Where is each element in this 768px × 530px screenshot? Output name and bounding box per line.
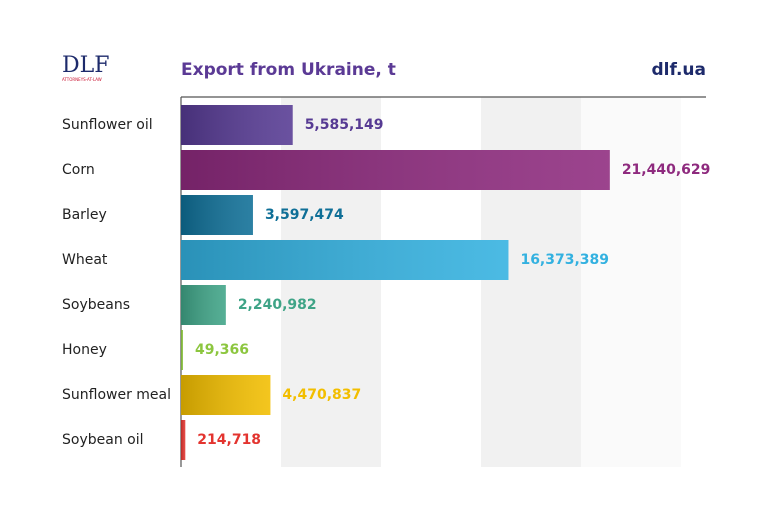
category-label: Sunflower oil: [62, 117, 153, 133]
value-label: 3,597,474: [265, 207, 344, 223]
value-label: 214,718: [197, 432, 261, 448]
bar-shade: [181, 285, 226, 325]
logo: DLF: [62, 53, 110, 78]
bar-shade: [181, 240, 509, 280]
category-label: Barley: [62, 207, 107, 223]
value-label: 5,585,149: [305, 117, 384, 133]
category-label: Sunflower meal: [62, 387, 171, 403]
bar-shade: [181, 420, 186, 460]
value-label: 16,373,389: [520, 252, 609, 268]
value-label: 4,470,837: [282, 387, 361, 403]
category-label: Honey: [62, 342, 107, 358]
bar-shade: [181, 195, 253, 235]
value-label: 49,366: [195, 342, 249, 358]
value-label: 21,440,629: [622, 162, 711, 178]
category-label: Soybean oil: [62, 432, 143, 448]
bar-shade: [181, 375, 271, 415]
logo-tagline: ATTORNEYS-AT-LAW: [62, 77, 102, 82]
chart-title: Export from Ukraine, t: [181, 60, 396, 80]
bar-shade: [181, 105, 293, 145]
site-link[interactable]: dlf.ua: [652, 60, 707, 80]
category-label: Soybeans: [62, 297, 130, 313]
category-label: Wheat: [62, 252, 108, 268]
category-label: Corn: [62, 162, 95, 178]
bar-shade: [181, 150, 610, 190]
bar-shade: [181, 330, 183, 370]
value-label: 2,240,982: [238, 297, 317, 313]
